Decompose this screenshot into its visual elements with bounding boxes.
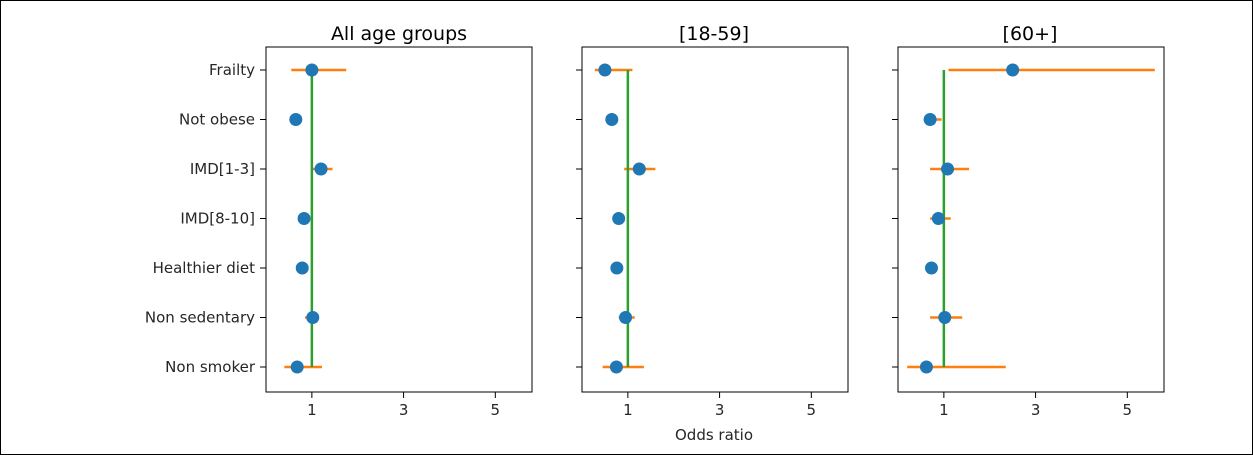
odds-ratio-point: [938, 311, 952, 324]
panel-60-plus: [60+]: [1003, 23, 1058, 45]
x-tick-label: 3: [715, 401, 725, 419]
x-axis-label: Odds ratio: [675, 426, 753, 444]
odds-ratio-point: [919, 360, 933, 374]
y-tick-label: Healthier diet: [153, 259, 256, 277]
odds-ratio-point: [632, 162, 646, 176]
odds-ratio-point: [619, 311, 633, 324]
y-tick-label: IMD[1-3]: [190, 160, 255, 178]
odds-ratio-point: [289, 113, 303, 126]
odds-ratio-point: [941, 162, 955, 176]
odds-ratio-point: [610, 261, 624, 275]
odds-ratio-point: [923, 113, 937, 126]
odds-ratio-point: [305, 63, 319, 77]
odds-ratio-point: [609, 360, 623, 374]
x-tick-label: 5: [1123, 401, 1133, 419]
odds-ratio-point: [605, 113, 619, 126]
panel-18-59: [18-59]: [679, 23, 749, 45]
plot-frame: [265, 46, 533, 393]
odds-ratio-point: [598, 63, 612, 77]
chart-marks: 1 3 5 Frailty Not obese IMD[1-3] IMD[8-10] Heal…: [145, 46, 1165, 419]
odds-ratio-point: [297, 212, 311, 225]
odds-ratio-point: [295, 261, 309, 275]
odds-ratio-point: [306, 311, 320, 324]
odds-ratio-point: [290, 360, 304, 374]
plot-frame: [897, 46, 1165, 393]
y-tick-label: Non sedentary: [145, 309, 255, 327]
x-tick-label: 5: [807, 401, 817, 419]
odds-ratio-point: [612, 212, 626, 225]
y-tick-label: Non smoker: [165, 358, 256, 376]
odds-ratio-point: [924, 261, 938, 275]
plot-frame: [581, 46, 849, 393]
odds-ratio-point: [1006, 63, 1020, 77]
odds-ratio-point: [931, 212, 945, 225]
x-tick-label: 3: [399, 401, 409, 419]
y-tick-label: IMD[8-10]: [180, 210, 255, 228]
y-tick-label: Not obese: [179, 111, 255, 129]
panel-all-ages: All age groups: [331, 23, 467, 45]
y-tick-label: Frailty: [209, 61, 255, 79]
x-tick-label: 3: [1031, 401, 1041, 419]
x-tick-label: 1: [623, 401, 633, 419]
panel-title: All age groups: [331, 23, 467, 45]
panel-title: [60+]: [1003, 23, 1058, 45]
x-tick-label: 1: [307, 401, 317, 419]
x-tick-label: 1: [939, 401, 949, 419]
odds-ratio-point: [314, 162, 328, 176]
x-tick-label: 5: [491, 401, 501, 419]
panel-title: [18-59]: [679, 23, 749, 45]
